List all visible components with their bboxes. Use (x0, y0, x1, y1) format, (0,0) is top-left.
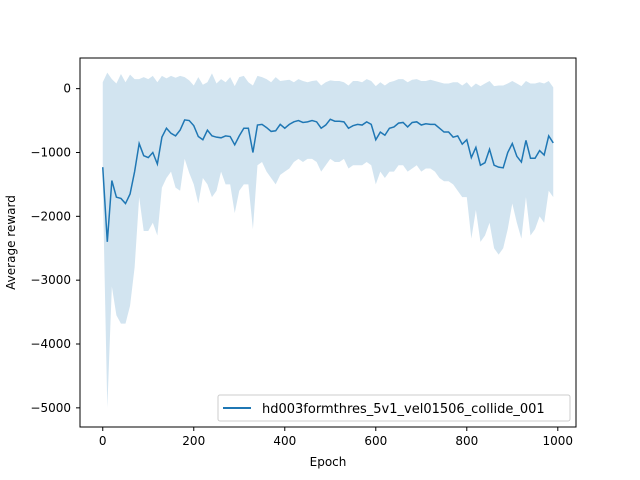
x-axis-label: Epoch (310, 455, 347, 469)
x-tick-label: 0 (99, 434, 107, 448)
axes-frame (79, 57, 577, 428)
x-tick-label: 800 (455, 434, 478, 448)
x-tick-label: 1000 (543, 434, 574, 448)
x-tick-label: 200 (182, 434, 205, 448)
y-tick-label: −3000 (30, 273, 71, 287)
y-tick-label: −5000 (30, 401, 71, 415)
legend-label: hd003formthres_5v1_vel01506_collide_001 (262, 402, 545, 417)
series-line (102, 118, 554, 242)
legend-box (217, 394, 571, 422)
legend: hd003formthres_5v1_vel01506_collide_001 (217, 394, 571, 422)
plot-area (102, 72, 554, 408)
y-tick-label: 0 (63, 82, 71, 96)
y-axis-ticks: 0 −1000 −2000 −3000 −4000 −5000 (30, 82, 80, 415)
y-axis-label: Average reward (4, 195, 18, 290)
x-tick-label: 600 (364, 434, 387, 448)
y-tick-label: −4000 (30, 337, 71, 351)
x-tick-label: 400 (273, 434, 296, 448)
y-tick-label: −1000 (30, 145, 71, 159)
std-band (102, 72, 554, 408)
y-tick-label: −2000 (30, 209, 71, 223)
x-axis-ticks: 0 200 400 600 800 1000 (99, 427, 573, 448)
